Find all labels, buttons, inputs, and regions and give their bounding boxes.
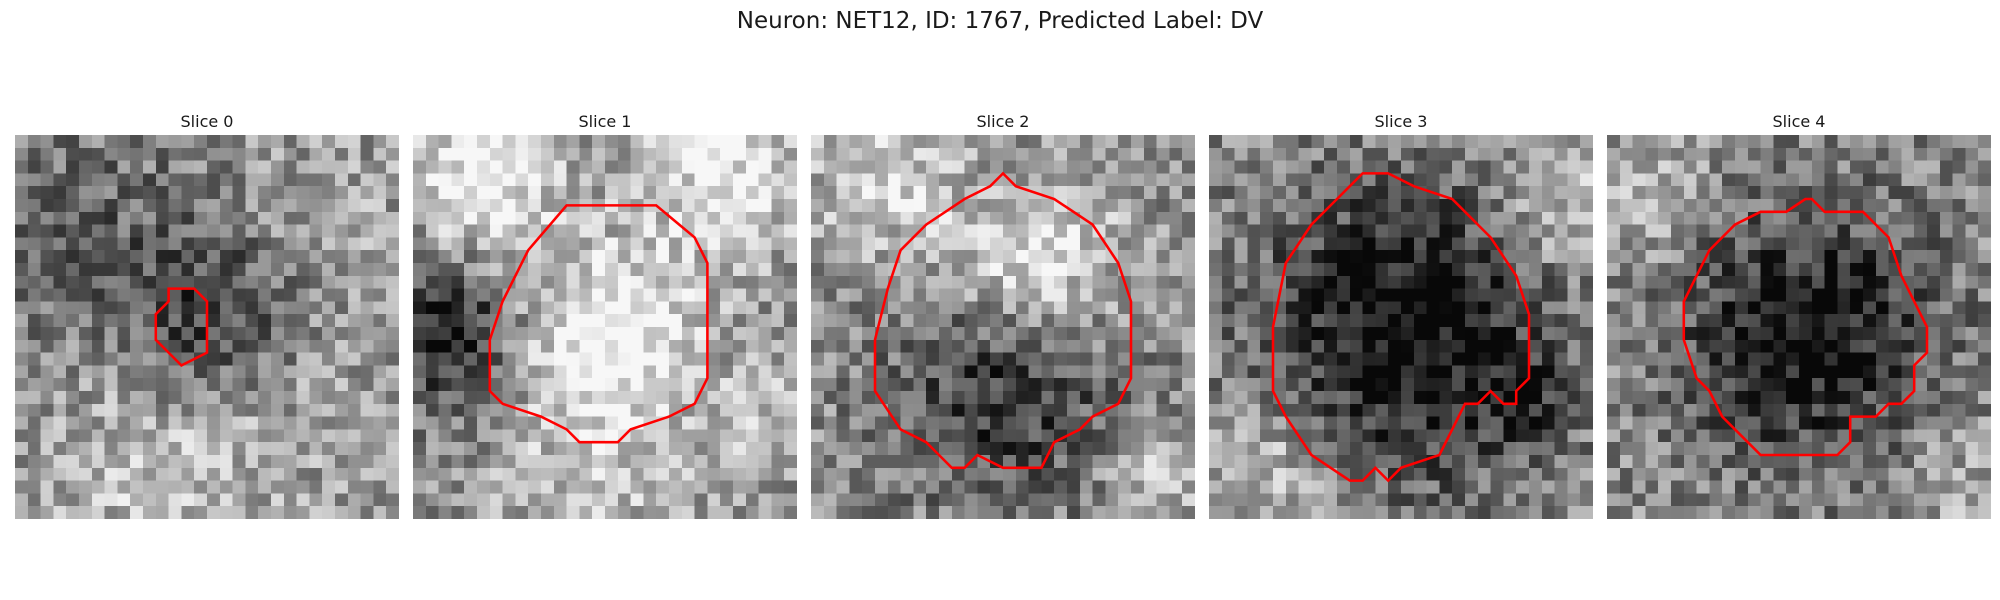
slice-title: Slice 3 (1374, 112, 1428, 131)
slice-title: Slice 1 (578, 112, 632, 131)
slice-title: Slice 4 (1772, 112, 1826, 131)
slice-contour-overlay (1682, 197, 1929, 457)
slice-panel-1: Slice 1 (413, 110, 797, 519)
roi-contour (873, 171, 1133, 470)
roi-contour (1271, 172, 1531, 483)
slice-title: Slice 2 (976, 112, 1030, 131)
slice-image (413, 135, 797, 519)
slice-panel-0: Slice 0 (15, 110, 399, 519)
slice-title: Slice 0 (180, 112, 234, 131)
roi-contour (1682, 197, 1929, 457)
slice-panel-3: Slice 3 (1209, 110, 1593, 519)
figure-title: Neuron: NET12, ID: 1767, Predicted Label… (736, 8, 1264, 34)
slice-contour-overlay (873, 171, 1133, 470)
slice-panel-4: Slice 4 (1607, 110, 1991, 519)
slice-contour-overlay (1271, 172, 1531, 483)
slice-contour-overlay (154, 287, 209, 367)
roi-contour (154, 287, 209, 367)
slice-panel-2: Slice 2 (811, 110, 1195, 519)
slice-contour-overlay (488, 204, 709, 444)
roi-contour (488, 204, 709, 444)
